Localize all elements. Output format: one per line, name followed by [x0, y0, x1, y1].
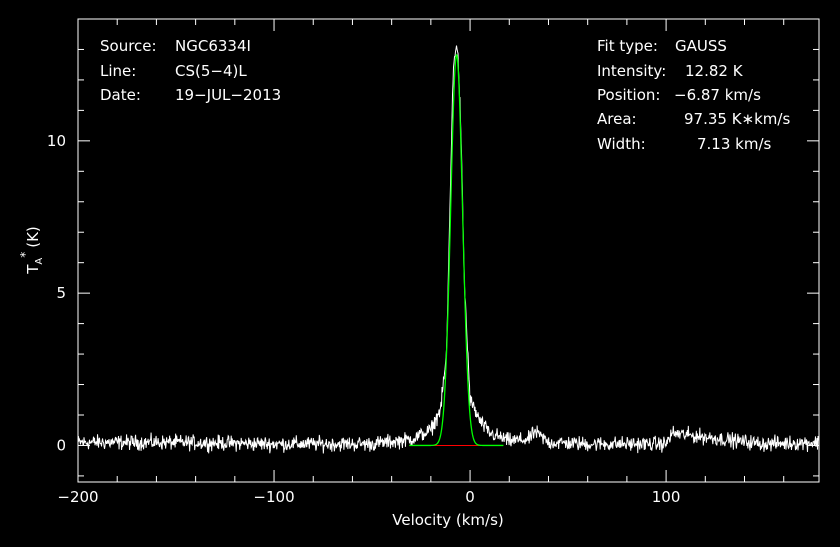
y-axis-label: TA*(K) — [18, 226, 45, 275]
y-tick-label: 10 — [47, 132, 66, 150]
y-tick-label: 0 — [56, 436, 66, 454]
y-tick-label: 5 — [56, 284, 66, 302]
x-tick-label: 100 — [652, 488, 681, 506]
info-area-value: 97.35 K∗km/s — [684, 110, 790, 128]
info-width-value: 7.13 km/s — [697, 135, 772, 153]
info-date-label: Date: — [100, 86, 141, 104]
x-axis-label: Velocity (km/s) — [392, 511, 503, 529]
info-area-label: Area: — [597, 110, 637, 128]
x-tick-label: 0 — [465, 488, 475, 506]
y-ticks: 0 5 10 — [47, 48, 819, 477]
svg-text:TA*(K): TA*(K) — [18, 226, 45, 275]
spectrum-series — [77, 45, 819, 454]
info-intensity-label: Intensity: — [597, 62, 666, 80]
info-intensity-value: 12.82 K — [685, 62, 744, 80]
info-fittype-value: GAUSS — [675, 37, 727, 55]
info-source-value: NGC6334I — [175, 37, 251, 55]
info-date-value: 19−JUL−2013 — [175, 86, 281, 104]
info-line-value: CS(5−4)L — [175, 62, 247, 80]
info-position-label: Position: — [597, 86, 660, 104]
x-ticks: −200 −100 0 100 — [57, 19, 785, 506]
gaussian-fit-series — [409, 53, 504, 447]
plot-frame — [77, 18, 820, 483]
info-fittype-label: Fit type: — [597, 37, 658, 55]
info-position-value: −6.87 km/s — [674, 86, 761, 104]
info-line-label: Line: — [100, 62, 136, 80]
x-tick-label: −200 — [57, 488, 98, 506]
info-source-label: Source: — [100, 37, 157, 55]
info-width-label: Width: — [597, 135, 646, 153]
x-tick-label: −100 — [253, 488, 294, 506]
